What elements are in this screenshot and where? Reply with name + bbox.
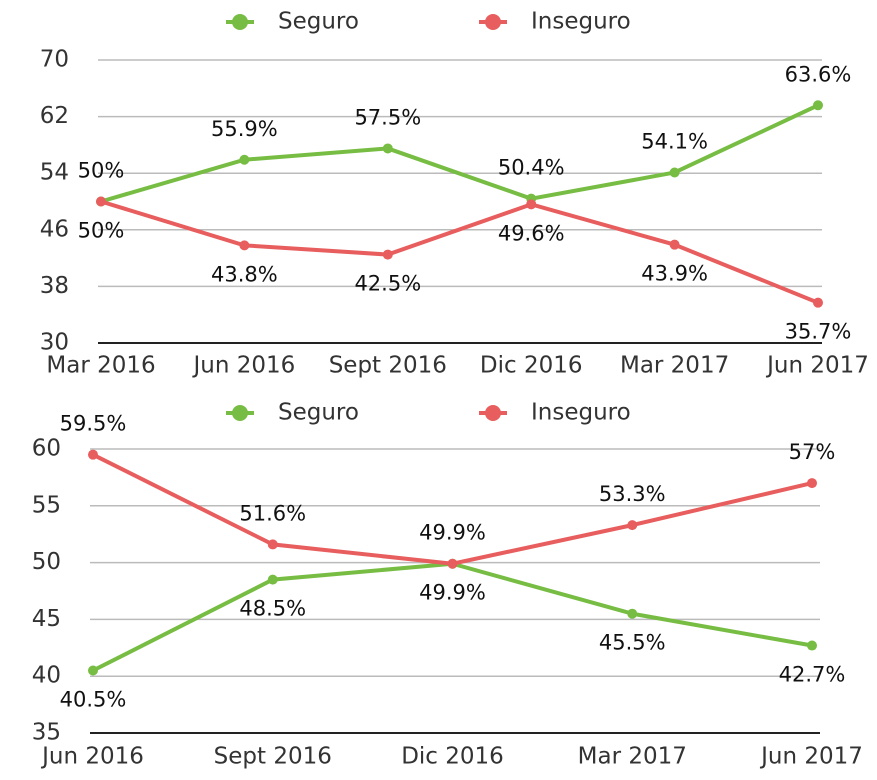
- legend-marker: [232, 14, 248, 30]
- data-label: 43.8%: [211, 262, 278, 286]
- data-label: 53.3%: [599, 482, 666, 506]
- data-point: [813, 100, 823, 110]
- data-point: [448, 559, 458, 569]
- legend-label: Seguro: [278, 9, 359, 35]
- data-point: [239, 155, 249, 165]
- chart: 303846546270Mar 2016Jun 2016Sept 2016Dic…: [0, 0, 877, 780]
- data-label: 54.1%: [641, 129, 708, 153]
- legend-marker: [485, 14, 501, 30]
- legend-marker: [232, 405, 248, 421]
- data-label: 49.9%: [419, 521, 486, 545]
- y-tick-label: 46: [40, 216, 69, 242]
- data-label: 55.9%: [211, 117, 278, 141]
- data-point: [239, 240, 249, 250]
- y-tick-label: 62: [40, 103, 69, 129]
- data-label: 35.7%: [785, 320, 852, 344]
- data-label: 63.6%: [785, 62, 852, 86]
- x-tick-label: Mar 2017: [620, 353, 729, 379]
- data-point: [96, 197, 106, 207]
- y-tick-label: 40: [32, 663, 61, 689]
- data-label: 57%: [789, 440, 836, 464]
- data-label: 49.9%: [419, 581, 486, 605]
- data-point: [526, 199, 536, 209]
- x-tick-label: Dic 2016: [401, 744, 504, 770]
- data-point: [268, 539, 278, 549]
- legend-label: Inseguro: [531, 400, 631, 426]
- data-label: 57.5%: [354, 105, 421, 129]
- data-label: 50%: [78, 159, 125, 183]
- data-label: 50%: [78, 219, 125, 243]
- x-tick-label: Jun 2017: [759, 744, 863, 770]
- x-tick-label: Sept 2016: [214, 744, 332, 770]
- x-tick-label: Jun 2016: [40, 744, 144, 770]
- data-point: [383, 250, 393, 260]
- series-line: [93, 455, 812, 564]
- data-label: 59.5%: [60, 412, 127, 436]
- data-point: [627, 520, 637, 530]
- data-label: 40.5%: [60, 688, 127, 712]
- data-label: 49.6%: [498, 221, 565, 245]
- series-line: [101, 202, 818, 303]
- y-tick-label: 70: [40, 47, 69, 73]
- data-label: 45.5%: [599, 631, 666, 655]
- data-point: [670, 240, 680, 250]
- data-point: [88, 450, 98, 460]
- data-point: [807, 478, 817, 488]
- data-point: [268, 575, 278, 585]
- data-label: 50.4%: [498, 156, 565, 180]
- data-label: 42.7%: [779, 663, 846, 687]
- legend-marker: [485, 405, 501, 421]
- data-point: [627, 609, 637, 619]
- data-label: 48.5%: [239, 597, 306, 621]
- data-point: [383, 143, 393, 153]
- x-tick-label: Mar 2017: [578, 744, 687, 770]
- x-tick-label: Sept 2016: [329, 353, 447, 379]
- y-tick-label: 38: [40, 273, 69, 299]
- data-label: 51.6%: [239, 501, 306, 525]
- x-tick-label: Mar 2016: [46, 353, 155, 379]
- y-tick-label: 50: [32, 549, 61, 575]
- data-label: 43.9%: [641, 262, 708, 286]
- x-tick-label: Dic 2016: [480, 353, 583, 379]
- data-label: 42.5%: [354, 272, 421, 296]
- legend-label: Seguro: [278, 400, 359, 426]
- y-tick-label: 45: [32, 606, 61, 632]
- y-tick-label: 55: [32, 492, 61, 518]
- data-point: [88, 666, 98, 676]
- x-tick-label: Jun 2016: [192, 353, 296, 379]
- series-line: [101, 105, 818, 201]
- data-point: [670, 167, 680, 177]
- legend-label: Inseguro: [531, 9, 631, 35]
- data-point: [807, 641, 817, 651]
- y-tick-label: 54: [40, 160, 69, 186]
- data-point: [813, 298, 823, 308]
- y-tick-label: 35: [32, 720, 61, 746]
- y-tick-label: 60: [32, 436, 61, 462]
- x-tick-label: Jun 2017: [765, 353, 869, 379]
